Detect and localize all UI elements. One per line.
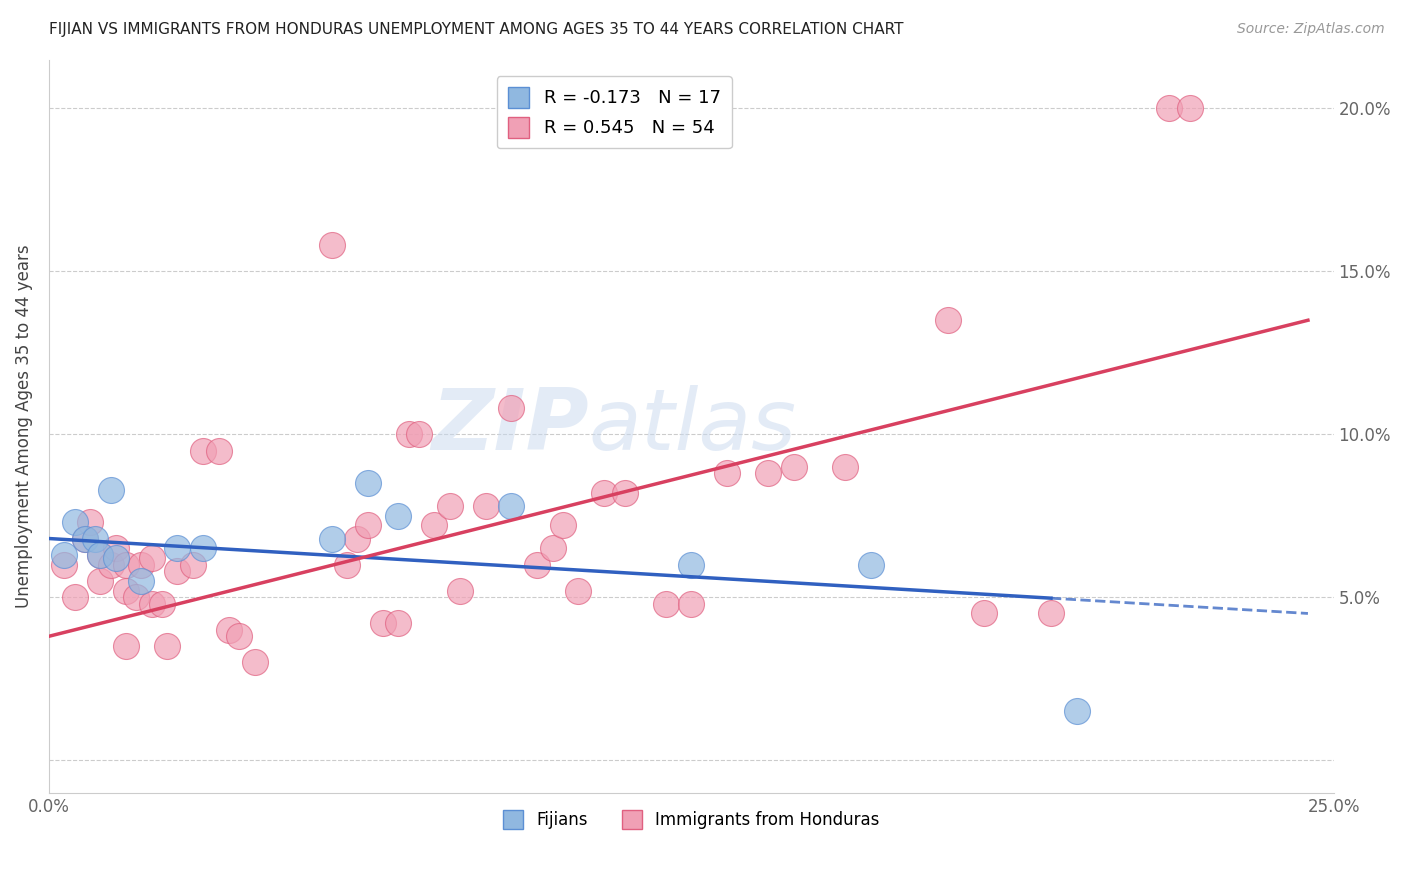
Point	[73, 532, 96, 546]
Point	[654, 597, 676, 611]
Point	[125, 590, 148, 604]
Point	[321, 532, 343, 546]
Point	[936, 313, 959, 327]
Point	[53, 548, 76, 562]
Point	[387, 508, 409, 523]
Point	[141, 597, 163, 611]
Point	[115, 639, 138, 653]
Point	[141, 551, 163, 566]
Point	[73, 532, 96, 546]
Point	[346, 532, 368, 546]
Point	[115, 583, 138, 598]
Point	[716, 467, 738, 481]
Point	[150, 597, 173, 611]
Point	[356, 518, 378, 533]
Point	[79, 515, 101, 529]
Point	[104, 541, 127, 556]
Point	[191, 541, 214, 556]
Point	[131, 574, 153, 588]
Point	[501, 499, 523, 513]
Point	[243, 656, 266, 670]
Point	[398, 427, 420, 442]
Point	[356, 476, 378, 491]
Point	[860, 558, 883, 572]
Point	[53, 558, 76, 572]
Point	[191, 443, 214, 458]
Point	[156, 639, 179, 653]
Point	[1040, 607, 1063, 621]
Point	[166, 564, 188, 578]
Point	[474, 499, 496, 513]
Point	[207, 443, 229, 458]
Point	[593, 486, 616, 500]
Point	[1066, 704, 1088, 718]
Point	[89, 574, 111, 588]
Point	[423, 518, 446, 533]
Point	[567, 583, 589, 598]
Point	[758, 467, 780, 481]
Point	[166, 541, 188, 556]
Point	[973, 607, 995, 621]
Point	[228, 629, 250, 643]
Point	[100, 483, 122, 497]
Point	[100, 558, 122, 572]
Point	[63, 515, 86, 529]
Point	[834, 459, 856, 474]
Point	[218, 623, 240, 637]
Legend: Fijians, Immigrants from Honduras: Fijians, Immigrants from Honduras	[496, 803, 886, 836]
Point	[1159, 102, 1181, 116]
Text: FIJIAN VS IMMIGRANTS FROM HONDURAS UNEMPLOYMENT AMONG AGES 35 TO 44 YEARS CORREL: FIJIAN VS IMMIGRANTS FROM HONDURAS UNEMP…	[49, 22, 904, 37]
Point	[84, 532, 107, 546]
Point	[181, 558, 204, 572]
Point	[783, 459, 806, 474]
Point	[541, 541, 564, 556]
Point	[89, 548, 111, 562]
Point	[63, 590, 86, 604]
Point	[681, 597, 703, 611]
Y-axis label: Unemployment Among Ages 35 to 44 years: Unemployment Among Ages 35 to 44 years	[15, 244, 32, 608]
Point	[439, 499, 461, 513]
Point	[336, 558, 359, 572]
Point	[115, 558, 138, 572]
Point	[387, 616, 409, 631]
Point	[449, 583, 471, 598]
Point	[501, 401, 523, 416]
Point	[321, 238, 343, 252]
Point	[104, 551, 127, 566]
Point	[371, 616, 394, 631]
Point	[681, 558, 703, 572]
Point	[551, 518, 574, 533]
Point	[131, 558, 153, 572]
Point	[526, 558, 548, 572]
Point	[613, 486, 636, 500]
Point	[1178, 102, 1201, 116]
Text: atlas: atlas	[589, 384, 797, 467]
Point	[408, 427, 430, 442]
Text: ZIP: ZIP	[430, 384, 589, 467]
Point	[89, 548, 111, 562]
Text: Source: ZipAtlas.com: Source: ZipAtlas.com	[1237, 22, 1385, 37]
